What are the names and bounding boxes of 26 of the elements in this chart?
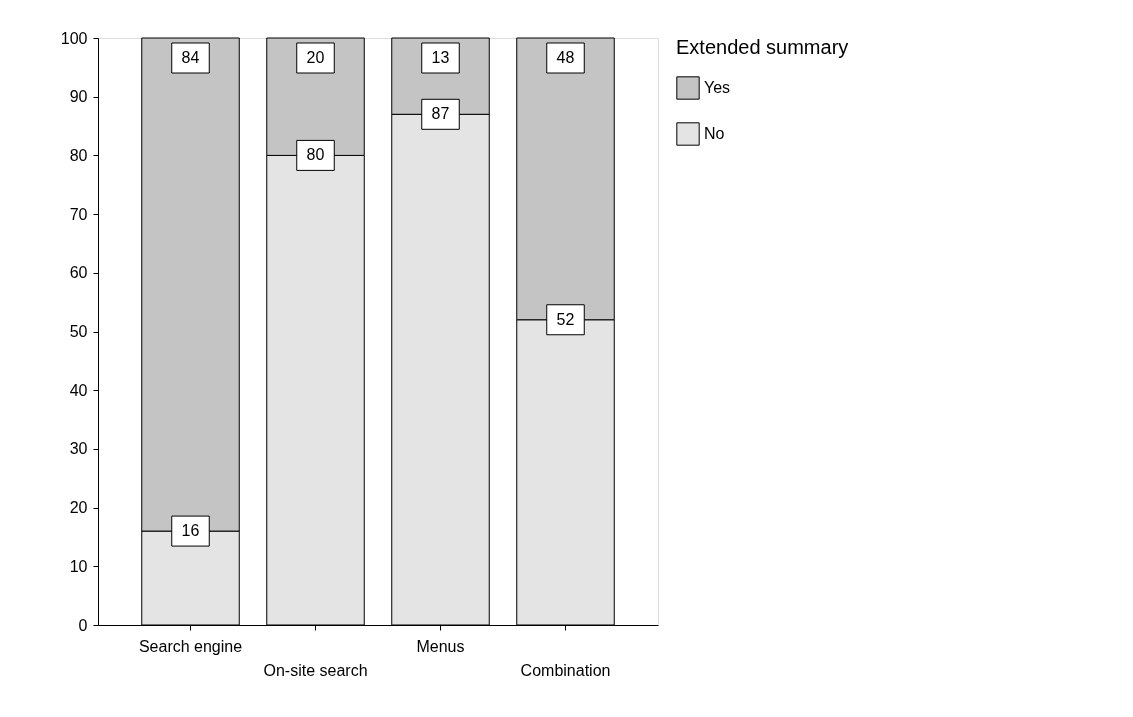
x-tick-label: On-site search bbox=[263, 661, 368, 679]
y-tick-label: 10 bbox=[69, 557, 88, 575]
data-label: 80 bbox=[306, 146, 325, 164]
y-tick-label: 0 bbox=[78, 616, 88, 634]
y-tick-label: 20 bbox=[69, 499, 88, 517]
legend-label: Yes bbox=[704, 79, 731, 96]
legend-title: Extended summary bbox=[676, 36, 849, 58]
data-label: 20 bbox=[306, 49, 325, 66]
data-label: 52 bbox=[556, 310, 575, 328]
y-tick-label: 40 bbox=[69, 381, 88, 399]
y-tick-label: 70 bbox=[69, 205, 88, 223]
legend-label: No bbox=[704, 125, 725, 142]
y-tick-label: 100 bbox=[60, 29, 88, 47]
y-tick-label: 30 bbox=[69, 440, 88, 458]
data-label: 13 bbox=[431, 49, 450, 66]
data-label: 48 bbox=[556, 49, 575, 66]
y-tick-label: 90 bbox=[69, 88, 88, 106]
data-label: 16 bbox=[181, 522, 200, 540]
y-tick-label: 50 bbox=[69, 323, 88, 340]
y-tick-label: 60 bbox=[69, 264, 88, 282]
data-label: 84 bbox=[181, 49, 200, 66]
y-tick-label: 80 bbox=[69, 146, 88, 164]
data-label: 87 bbox=[431, 105, 450, 123]
x-tick-label: Search engine bbox=[138, 637, 243, 655]
x-tick-label: Menus bbox=[416, 637, 465, 655]
x-tick-label: Combination bbox=[520, 661, 611, 679]
